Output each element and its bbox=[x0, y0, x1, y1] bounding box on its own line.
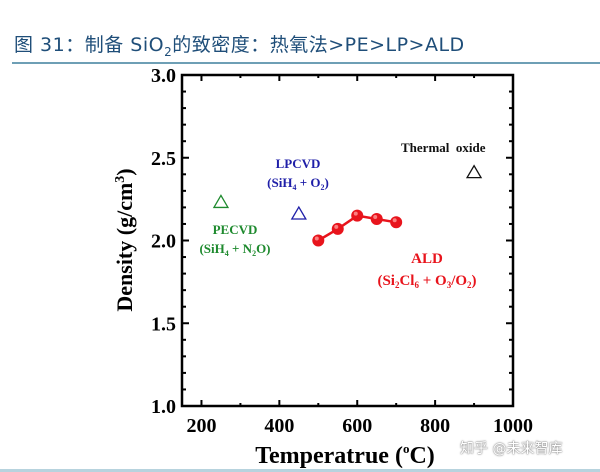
svg-text:LPCVD: LPCVD bbox=[276, 156, 321, 171]
x-tick-label: 600 bbox=[342, 415, 372, 437]
y-tick-label: 1.5 bbox=[151, 313, 176, 335]
series-lpcvd bbox=[290, 205, 307, 220]
annotation-lpcvd: LPCVD (SiH4 + O2) bbox=[267, 156, 329, 192]
y-tick-label: 1.0 bbox=[151, 396, 176, 418]
annotation-pecvd: PECVD (SiH4 + N2O) bbox=[199, 222, 270, 258]
triangle-marker-icon bbox=[212, 194, 230, 209]
y-tick-label: 2.5 bbox=[151, 148, 176, 170]
circle-marker-icon bbox=[370, 212, 383, 225]
y-tick-label: 3.0 bbox=[151, 65, 176, 87]
svg-text:(SiH4 + O2): (SiH4 + O2) bbox=[267, 175, 329, 192]
circle-marker-icon bbox=[331, 222, 344, 235]
svg-text:Thermal oxide: Thermal oxide bbox=[401, 140, 486, 155]
watermark: 知乎 @未来智库 bbox=[460, 441, 563, 457]
x-tick-label: 800 bbox=[420, 415, 450, 437]
data-series bbox=[212, 164, 483, 247]
series-ald bbox=[312, 209, 403, 247]
x-axis-label: Temperatrue (oC) bbox=[255, 441, 435, 469]
caption-subscript: 2 bbox=[164, 44, 173, 59]
series-pecvd bbox=[212, 194, 230, 209]
svg-text:(Si2Cl6 + O3/O2): (Si2Cl6 + O3/O2) bbox=[377, 273, 476, 290]
figure-caption: 图 31：制备 SiO2的致密度：热氧法>PE>LP>ALD bbox=[14, 30, 465, 59]
x-tick-label: 200 bbox=[186, 415, 216, 437]
triangle-marker-icon bbox=[465, 164, 483, 179]
series-thermal bbox=[465, 164, 483, 179]
bottom-divider bbox=[0, 469, 600, 472]
caption-text: 图 31：制备 SiO bbox=[14, 34, 165, 56]
svg-text:(SiH4 + N2O): (SiH4 + N2O) bbox=[199, 241, 270, 258]
x-tick-label: 1000 bbox=[493, 415, 533, 437]
svg-text:PECVD: PECVD bbox=[213, 222, 258, 237]
x-tick-label: 400 bbox=[264, 415, 294, 437]
tick-labels: 200 400 600 800 1000 1.0 1.5 2.0 2.5 3.0 bbox=[151, 65, 533, 437]
circle-marker-icon bbox=[312, 234, 325, 247]
triangle-marker-icon bbox=[290, 205, 307, 220]
annotation-thermal: Thermal oxide bbox=[401, 140, 486, 155]
caption-divider bbox=[12, 62, 600, 64]
circle-marker-icon bbox=[390, 216, 403, 229]
y-tick-label: 2.0 bbox=[151, 231, 176, 253]
caption-text-suffix: 的致密度：热氧法>PE>LP>ALD bbox=[172, 34, 465, 56]
annotation-ald: ALD (Si2Cl6 + O3/O2) bbox=[377, 251, 476, 290]
svg-text:ALD: ALD bbox=[411, 251, 443, 267]
axis-ticks bbox=[182, 74, 514, 407]
y-axis-label: Density (g/cm3) bbox=[112, 168, 137, 311]
circle-marker-icon bbox=[351, 209, 364, 222]
